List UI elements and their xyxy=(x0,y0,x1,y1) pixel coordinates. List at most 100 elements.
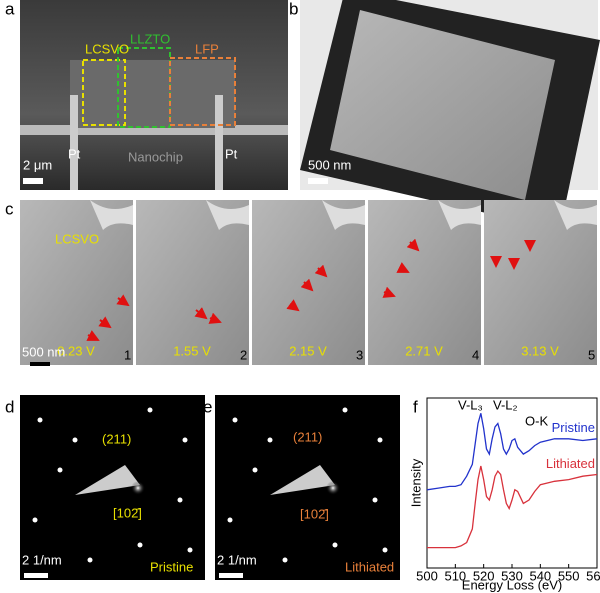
texture xyxy=(554,200,597,230)
frame-index: 2 xyxy=(240,347,247,362)
scale-bar xyxy=(23,178,43,184)
scale-bar xyxy=(24,573,48,578)
state-label: Lithiated xyxy=(345,559,394,574)
scale-label: 2 1/nm xyxy=(22,552,62,567)
arrow xyxy=(208,312,222,324)
series-label: Lithiated xyxy=(546,456,595,471)
spot xyxy=(87,557,93,563)
scale-label: 2 μm xyxy=(23,157,52,172)
voltage-label: 1.55 V xyxy=(173,343,211,358)
label: Pt xyxy=(68,146,81,161)
scale-bar xyxy=(219,573,243,578)
panel-label: d xyxy=(5,397,14,416)
spot xyxy=(37,417,43,423)
annotation: V-L₂ xyxy=(493,397,518,412)
scale-label: 500 nm xyxy=(22,344,65,359)
spectrum xyxy=(426,413,598,491)
tem-frame xyxy=(368,200,481,365)
spot xyxy=(267,437,273,443)
region-label: LCSVO xyxy=(85,41,129,56)
stack xyxy=(70,60,235,128)
scale-bar xyxy=(30,362,50,366)
arrow xyxy=(98,316,112,329)
voltage-label: 3.13 V xyxy=(521,343,559,358)
panel-c: 0.23 V 1 1.55 V 2 2.15 V 3 2.71 V 4 3.13 V 5 xyxy=(20,200,597,365)
central-spot xyxy=(326,481,340,495)
spot xyxy=(147,407,153,413)
spot xyxy=(187,547,193,553)
panel-label: a xyxy=(5,0,15,18)
spot xyxy=(177,497,183,503)
spot xyxy=(72,437,78,443)
series-label: Pristine xyxy=(552,420,595,435)
voltage-label: 0.23 V xyxy=(57,343,95,358)
voltage-label: 2.15 V xyxy=(289,343,327,358)
chip-surface xyxy=(20,125,288,135)
y-axis-label: Intensity xyxy=(408,458,423,507)
x-tick-label: 500 xyxy=(416,568,438,583)
spot xyxy=(232,417,238,423)
spots xyxy=(32,407,388,563)
spot xyxy=(137,542,143,548)
spot xyxy=(382,547,388,553)
region-box xyxy=(82,59,126,126)
arrow xyxy=(116,294,130,307)
texture xyxy=(90,200,133,230)
tem-frame xyxy=(20,200,133,365)
arrow xyxy=(86,330,100,341)
spot xyxy=(57,467,63,473)
frame-index: 4 xyxy=(472,347,479,362)
arrow xyxy=(396,262,410,273)
panel-label: b xyxy=(289,0,298,18)
x-tick-label: 540 xyxy=(529,568,551,583)
frame-index: 5 xyxy=(588,347,595,362)
beam xyxy=(75,465,140,495)
texture xyxy=(438,200,481,230)
arrow xyxy=(286,299,300,312)
voltage-label: 2.71 V xyxy=(405,343,443,358)
spot xyxy=(332,542,338,548)
frame-index: 1 xyxy=(124,347,131,362)
panel-label: e xyxy=(203,397,212,416)
x-tick-label: 550 xyxy=(558,568,580,583)
state-label: Pristine xyxy=(150,559,193,574)
x-tick-label: 560 xyxy=(586,568,600,583)
spot xyxy=(252,467,258,473)
annotation: O-K xyxy=(525,413,548,428)
spot xyxy=(372,497,378,503)
spectrum xyxy=(427,465,598,549)
annotation: V-L₃ xyxy=(458,397,483,412)
x-tick-label: 520 xyxy=(473,568,495,583)
spot xyxy=(227,517,233,523)
texture xyxy=(206,200,249,230)
x-tick-label: 530 xyxy=(501,568,523,583)
x-axis-label: Energy Loss (eV) xyxy=(462,577,562,592)
spot xyxy=(182,437,188,443)
sample xyxy=(330,10,555,200)
pt-post xyxy=(70,95,78,190)
tem-frame xyxy=(484,200,597,365)
pt-post xyxy=(215,95,223,190)
region-label: LLZTO xyxy=(130,31,170,46)
tem-frame xyxy=(252,200,365,365)
x-tick-label: 510 xyxy=(444,568,466,583)
arrow xyxy=(300,278,314,292)
scale-label: 2 1/nm xyxy=(217,552,257,567)
spot xyxy=(342,407,348,413)
label: Pt xyxy=(225,146,238,161)
spot xyxy=(282,557,288,563)
zone-label: [102̄] xyxy=(300,506,329,521)
zone-label: [102̄] xyxy=(113,505,142,520)
spot xyxy=(377,437,383,443)
arrow xyxy=(382,286,396,298)
arrow xyxy=(406,238,420,252)
panel-label: f xyxy=(413,397,418,416)
central-spot xyxy=(131,481,145,495)
label: Nanochip xyxy=(128,149,183,164)
frame-index: 3 xyxy=(356,347,363,362)
tem-frame xyxy=(136,200,249,365)
texture xyxy=(322,200,365,230)
plane-label: (211) xyxy=(102,431,131,446)
